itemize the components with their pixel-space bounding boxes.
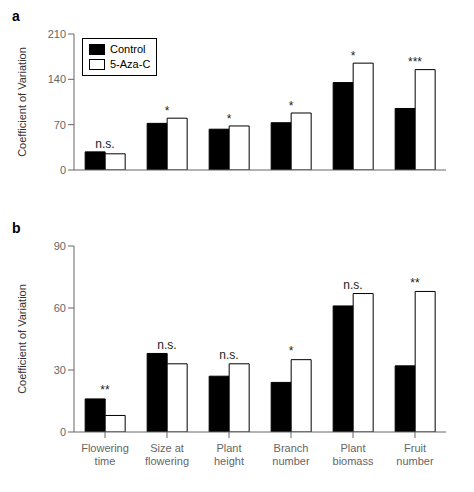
svg-text:Branchnumber: Branchnumber — [272, 442, 310, 467]
svg-text:210: 210 — [48, 28, 66, 40]
svg-text:Fruitnumber: Fruitnumber — [396, 442, 434, 467]
html-text:5-Aza-C: 5-Aza-C — [110, 58, 151, 70]
svg-text:0: 0 — [60, 426, 66, 438]
svg-text:60: 60 — [54, 302, 66, 314]
svg-text:*: * — [289, 344, 294, 358]
svg-text:Size atflowering: Size atflowering — [145, 442, 189, 467]
svg-text:**: ** — [410, 276, 420, 290]
html-text:a: a — [12, 8, 20, 24]
html-text:b: b — [12, 220, 21, 236]
svg-text:Floweringtime: Floweringtime — [81, 442, 129, 467]
svg-text:90: 90 — [54, 240, 66, 252]
svg-text:Coefficient of Variation: Coefficient of Variation — [16, 284, 28, 394]
svg-text:70: 70 — [54, 119, 66, 131]
svg-text:*: * — [289, 99, 294, 113]
svg-text:30: 30 — [54, 364, 66, 376]
svg-text:0: 0 — [60, 164, 66, 176]
svg-text:140: 140 — [48, 73, 66, 85]
svg-text:n.s.: n.s. — [157, 338, 176, 352]
svg-text:n.s.: n.s. — [343, 278, 362, 292]
svg-text:*: * — [227, 112, 232, 126]
svg-text:**: ** — [100, 383, 110, 397]
svg-text:n.s.: n.s. — [219, 348, 238, 362]
svg-text:n.s.: n.s. — [95, 137, 114, 151]
svg-text:Coefficient of Variation: Coefficient of Variation — [16, 47, 28, 157]
svg-text:***: *** — [408, 55, 422, 69]
svg-text:*: * — [165, 104, 170, 118]
svg-text:*: * — [351, 49, 356, 63]
svg-text:Plantheight: Plantheight — [214, 442, 244, 467]
html-text:Control: Control — [110, 43, 146, 55]
svg-text:Plantbiomass: Plantbiomass — [333, 442, 374, 467]
